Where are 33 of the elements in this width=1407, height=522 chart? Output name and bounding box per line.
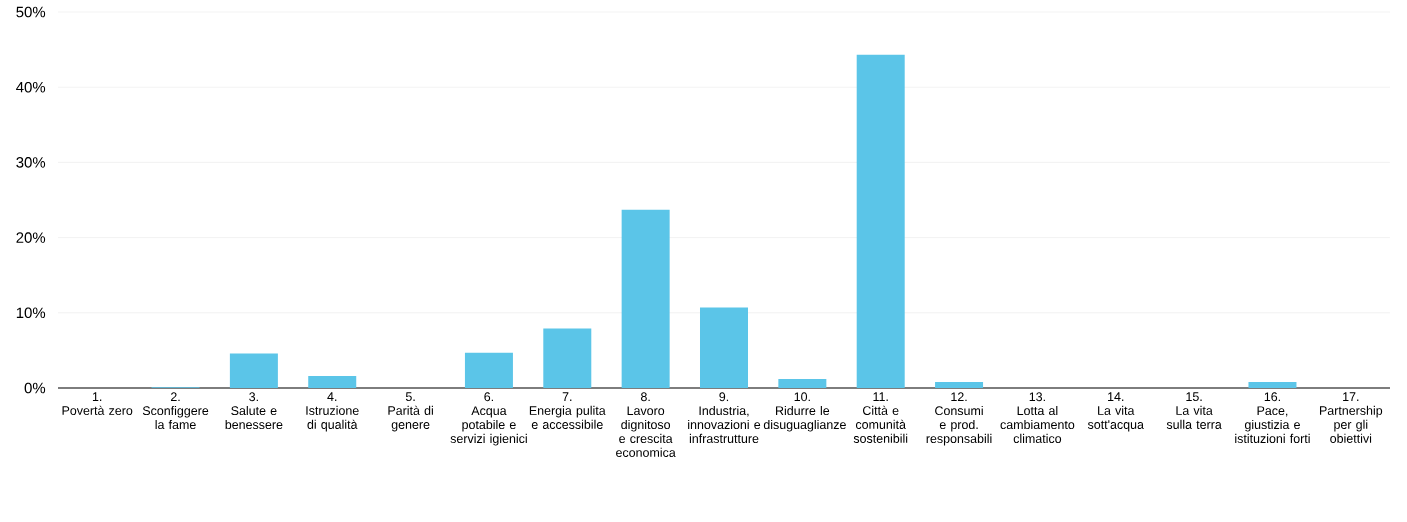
- x-tick-label: 13. Lotta al cambiamento climatico: [1000, 392, 1075, 444]
- x-tick-label: 5. Parità di genere: [388, 392, 433, 432]
- bar: [935, 381, 984, 388]
- y-tick-label: 40%: [16, 81, 46, 93]
- y-tick-label: 20%: [16, 232, 46, 243]
- bar: [229, 353, 278, 388]
- bar: [543, 328, 592, 388]
- x-tick-label: 4. Istruzione di qualità: [306, 392, 359, 432]
- y-tick-label: 50%: [16, 6, 46, 18]
- y-tick-label: 10%: [16, 307, 46, 319]
- x-tick-label: 14. La vita sott'acqua: [1087, 392, 1144, 432]
- x-tick-label: 8. Lavoro dignitoso e crescita economica: [616, 392, 676, 457]
- x-tick-label: 11. Città e comunità sostenibili: [853, 392, 908, 443]
- bar: [1248, 381, 1297, 388]
- x-tick-label: 16. Pace, giustizia e istituzioni forti: [1235, 392, 1310, 444]
- x-tick-label: 15. La vita sulla terra: [1166, 392, 1222, 429]
- x-tick-label: 12. Consumi e prod. responsabili: [926, 392, 992, 446]
- bar: [621, 209, 670, 388]
- bar: [464, 352, 513, 388]
- x-tick-label: 10. Ridurre le disuguaglianze: [763, 392, 846, 432]
- x-tick-label: 7. Energia pulita e accessibile: [529, 392, 606, 429]
- x-tick-label: 9. Industria, innovazioni e infrastrutture: [688, 392, 761, 444]
- bar: [778, 378, 827, 388]
- x-tick-label: 2. Sconfiggere la fame: [142, 392, 209, 430]
- y-tick-label: 30%: [16, 157, 46, 168]
- x-tick-label: 3. Salute e benessere: [225, 392, 283, 430]
- y-tick-label: 0%: [24, 382, 46, 394]
- x-tick-label: 17. Partnership per gli obiettivi: [1319, 392, 1383, 443]
- x-tick-label: 6. Acqua potabile e servizi igienici: [450, 392, 527, 446]
- x-tick-label: 1. Povertà zero: [62, 392, 133, 415]
- bar: [856, 54, 905, 388]
- bar: [700, 307, 748, 388]
- bar: [308, 375, 357, 388]
